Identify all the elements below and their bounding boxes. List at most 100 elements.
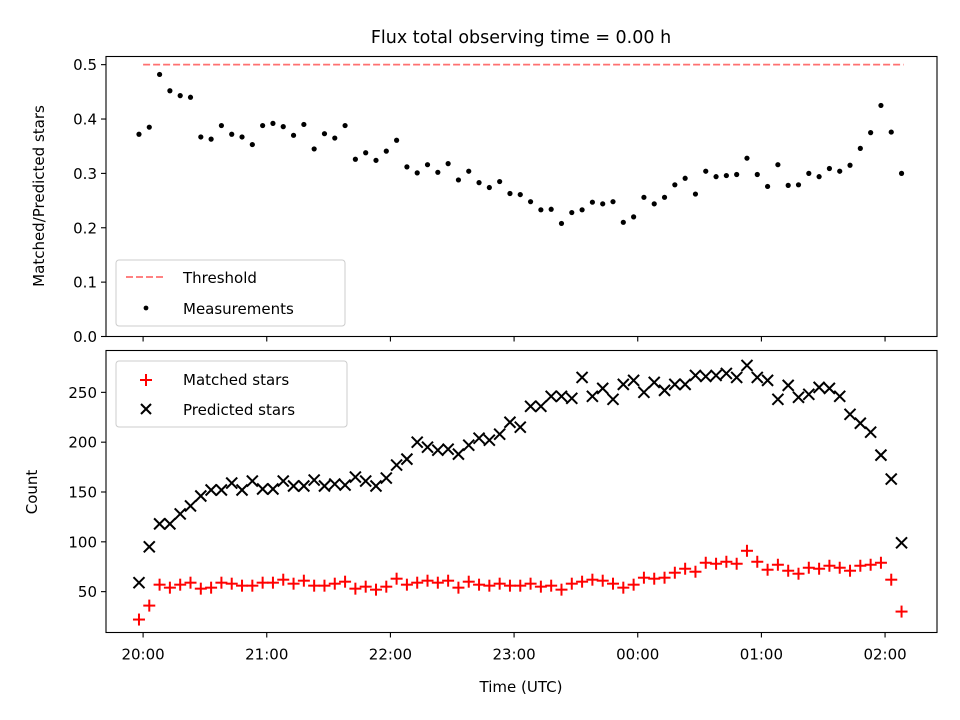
x-axis-label: Time (UTC) bbox=[479, 678, 563, 696]
measurement-point bbox=[538, 207, 544, 213]
matched-star-point bbox=[236, 579, 249, 592]
count-points bbox=[132, 359, 908, 626]
matched-star-point bbox=[565, 577, 578, 590]
predicted-star-point bbox=[678, 378, 692, 391]
measurement-point bbox=[775, 162, 781, 168]
predicted-star-point bbox=[771, 393, 785, 406]
matched-star-point bbox=[885, 573, 898, 586]
predicted-star-point bbox=[184, 499, 197, 513]
ratio-x-axis bbox=[142, 336, 886, 342]
matched-star-point bbox=[545, 579, 558, 592]
predicted-star-point bbox=[204, 483, 218, 497]
matched-star-point bbox=[607, 577, 620, 590]
matched-star-point bbox=[854, 559, 867, 572]
predicted-star-point bbox=[854, 417, 867, 430]
measurement-point bbox=[610, 199, 616, 205]
predicted-star-point bbox=[627, 374, 640, 387]
matched-star-point bbox=[132, 613, 145, 626]
measurement-point bbox=[620, 219, 626, 225]
measurement-point bbox=[600, 201, 606, 207]
measurement-point bbox=[857, 145, 863, 151]
measurement-point bbox=[394, 137, 400, 143]
measurement-point bbox=[672, 182, 678, 188]
matched-star-point bbox=[689, 565, 702, 578]
matched-star-point bbox=[339, 575, 352, 588]
predicted-star-point bbox=[606, 393, 620, 406]
predicted-star-point bbox=[812, 381, 826, 394]
ratio-panel: 0.0 0.1 0.2 0.3 0.4 0.5 Matched/Predicted sta… bbox=[30, 55, 938, 346]
predicted-star-point bbox=[349, 470, 362, 484]
matched-star-point bbox=[215, 576, 228, 589]
matched-star-point bbox=[400, 578, 413, 591]
measurements-legend-marker bbox=[143, 305, 149, 311]
matched-star-point bbox=[524, 577, 537, 590]
matched-star-point bbox=[534, 580, 547, 593]
count-y-tick-label: 200 bbox=[68, 434, 97, 452]
measurement-point bbox=[352, 156, 358, 162]
matched-star-point bbox=[473, 578, 486, 591]
predicted-star-point bbox=[575, 371, 589, 384]
predicted-star-point bbox=[617, 378, 630, 391]
predicted-star-point bbox=[297, 479, 311, 493]
predicted-star-point bbox=[895, 536, 908, 550]
predicted-star-point bbox=[390, 458, 403, 472]
matched-star-point bbox=[802, 561, 815, 574]
measurement-point bbox=[373, 157, 379, 163]
predicted-star-point bbox=[524, 400, 537, 413]
measurement-point bbox=[795, 182, 802, 188]
measurement-point bbox=[682, 175, 688, 181]
measurement-point bbox=[497, 178, 503, 185]
measurement-point bbox=[445, 161, 451, 167]
measurement-point bbox=[806, 170, 812, 176]
matched-star-point bbox=[390, 572, 403, 585]
matched-star-point bbox=[194, 582, 207, 595]
threshold-legend-label: Threshold bbox=[182, 269, 257, 287]
predicted-star-point bbox=[215, 483, 228, 497]
matched-star-point bbox=[462, 575, 475, 588]
predicted-star-point bbox=[792, 391, 805, 404]
predicted-star-point bbox=[318, 479, 331, 493]
matched-star-point bbox=[792, 567, 805, 580]
matched-star-point bbox=[720, 555, 733, 568]
predicted-star-point bbox=[369, 479, 383, 493]
matched-star-point bbox=[771, 558, 784, 571]
measurement-point bbox=[198, 134, 204, 140]
matched-star-point bbox=[266, 576, 279, 589]
predicted-star-point bbox=[689, 369, 702, 382]
matched-star-point bbox=[844, 564, 857, 577]
predicted-star-point bbox=[586, 390, 599, 403]
matched-star-point bbox=[637, 571, 650, 584]
predicted-star-point bbox=[277, 474, 290, 488]
predicted-star-point bbox=[287, 479, 300, 493]
matched-star-point bbox=[503, 579, 516, 592]
ratio-y-axis: 0.0 0.1 0.2 0.3 0.4 0.5 bbox=[73, 56, 106, 346]
matched-star-point bbox=[813, 562, 826, 575]
predicted-star-point bbox=[380, 471, 393, 485]
predicted-star-point bbox=[503, 416, 517, 429]
matched-star-point bbox=[740, 544, 753, 557]
count-y-tick-label: 50 bbox=[78, 583, 97, 601]
measurement-point bbox=[826, 165, 833, 172]
measurement-point bbox=[146, 124, 152, 130]
count-y-axis: 50 100 150 200 250 bbox=[68, 384, 106, 601]
ratio-y-axis-label: Matched/Predicted stars bbox=[30, 105, 48, 287]
measurement-point bbox=[435, 169, 441, 175]
predicted-star-point bbox=[823, 382, 836, 395]
measurement-point bbox=[270, 120, 276, 126]
predicted-star-point bbox=[864, 426, 877, 439]
predicted-star-point bbox=[431, 443, 445, 457]
measurement-point bbox=[136, 131, 142, 137]
ratio-y-tick-label: 0.4 bbox=[73, 111, 97, 129]
measurement-point bbox=[476, 180, 482, 186]
measurement-point bbox=[898, 170, 905, 176]
predicted-star-point bbox=[462, 438, 475, 452]
measurement-point bbox=[332, 135, 338, 141]
matched-star-point bbox=[751, 555, 764, 568]
measurement-point bbox=[744, 155, 750, 161]
matched-star-point bbox=[369, 583, 382, 596]
matched-star-point bbox=[153, 578, 166, 591]
measurement-point bbox=[177, 93, 183, 99]
measurement-point bbox=[280, 124, 286, 130]
matched-star-point bbox=[411, 576, 424, 589]
measurement-point bbox=[208, 136, 214, 142]
